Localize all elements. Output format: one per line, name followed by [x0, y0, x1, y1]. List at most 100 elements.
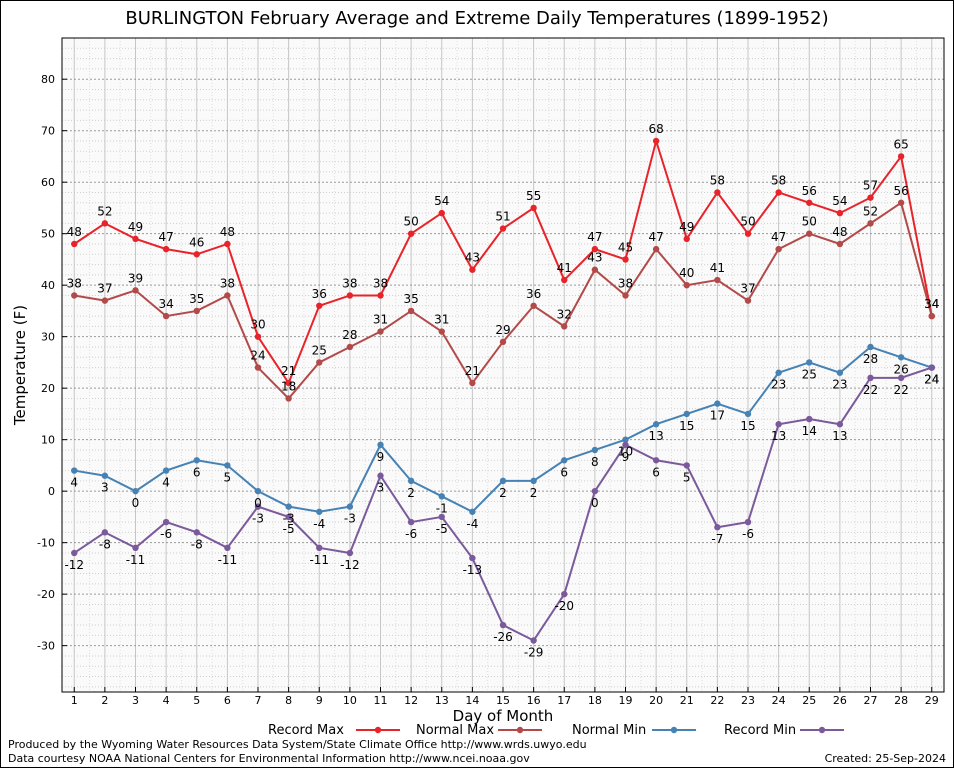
record-min-data-label: -11	[126, 553, 146, 567]
record-max-data-label: 54	[434, 194, 449, 208]
x-tick-label: 12	[404, 694, 418, 707]
normal-min-data-label: 13	[648, 429, 663, 443]
record-min-data-label: -29	[524, 646, 544, 660]
record-max-point	[285, 379, 292, 387]
normal-max-data-label: 34	[924, 297, 939, 311]
normal-min-data-label: -4	[313, 517, 325, 531]
record-max-point	[346, 292, 354, 299]
record-max-point	[132, 235, 139, 243]
normal-min-data-label: 9	[377, 450, 385, 464]
normal-max-point	[683, 281, 690, 289]
normal-min-data-label: 17	[710, 409, 725, 423]
normal-min-point	[377, 441, 384, 449]
normal-max-point	[561, 323, 568, 330]
x-tick-label: 24	[772, 694, 786, 707]
x-tick-label: 11	[374, 694, 388, 707]
x-tick-label: 19	[619, 694, 633, 707]
normal-min-point	[836, 369, 844, 376]
record-max-data-label: 58	[710, 173, 725, 187]
normal-min-point	[897, 354, 905, 361]
record-max-point	[622, 256, 629, 263]
record-min-data-label: -6	[405, 527, 417, 541]
series-layer	[71, 137, 935, 644]
normal-max-data-label: 38	[67, 276, 82, 290]
normal-min-data-label: 0	[132, 496, 140, 510]
x-tick-label: 13	[435, 694, 449, 707]
x-tick-label: 21	[680, 694, 694, 707]
normal-min-point	[316, 508, 323, 515]
legend-label-record-max: Record Max	[268, 723, 344, 738]
normal-max-point	[132, 287, 139, 294]
record-min-point	[836, 421, 844, 428]
normal-max-point	[377, 328, 384, 335]
x-tick-label: 6	[224, 694, 231, 707]
record-max-data-label: 34	[924, 297, 939, 311]
record-max-point	[101, 220, 109, 227]
x-tick-label: 23	[741, 694, 755, 707]
normal-min-point	[714, 400, 721, 407]
record-min-point	[132, 544, 139, 552]
record-max-data-label: 48	[220, 225, 235, 239]
normal-min-data-label: 23	[832, 378, 847, 392]
x-tick-label: 5	[193, 694, 200, 707]
normal-max-point	[591, 266, 599, 273]
normal-max-data-label: 35	[403, 292, 418, 306]
record-min-data-label: 6	[652, 465, 660, 479]
footer-created: Created: 25-Sep-2024	[824, 752, 946, 765]
legend-marker-record-max	[374, 726, 382, 734]
y-tick-label: -30	[37, 640, 55, 653]
normal-max-data-label: 31	[373, 313, 388, 327]
record-min-point	[285, 513, 292, 521]
legend-marker-normal-min	[670, 726, 678, 734]
normal-max-point	[438, 328, 445, 335]
y-tick-label: 60	[41, 176, 55, 189]
x-tick-label: 22	[710, 694, 724, 707]
normal-min-data-label: 6	[560, 465, 568, 479]
record-min-point	[101, 529, 109, 536]
normal-min-data-label: 6	[193, 465, 201, 479]
normal-max-point	[806, 230, 813, 237]
record-min-point	[744, 518, 752, 526]
record-min-data-label: -11	[309, 553, 329, 567]
normal-max-data-label: 21	[465, 364, 480, 378]
record-max-data-label: 51	[495, 210, 510, 224]
x-tick-label: 9	[316, 694, 323, 707]
record-max-point	[561, 276, 568, 284]
normal-max-point	[71, 292, 78, 299]
normal-max-data-label: 37	[740, 282, 755, 296]
record-min-data-label: -7	[711, 532, 723, 546]
record-min-data-label: -8	[99, 537, 111, 551]
x-tick-label: 4	[163, 694, 170, 707]
normal-min-data-label: 4	[162, 476, 170, 490]
footer-courtesy: Data courtesy NOAA National Centers for …	[8, 752, 530, 765]
normal-max-point	[254, 364, 262, 371]
normal-min-data-label: 2	[499, 486, 507, 500]
normal-min-point	[622, 436, 629, 443]
record-min-point	[377, 472, 384, 479]
record-min-point	[714, 524, 721, 531]
record-min-point	[652, 457, 660, 464]
record-min-point	[622, 441, 629, 449]
normal-min-point	[499, 477, 507, 485]
record-min-point	[499, 621, 507, 629]
normal-max-data-label: 28	[342, 328, 357, 342]
normal-max-point	[407, 307, 415, 315]
record-min-point	[683, 462, 690, 469]
record-min-data-label: 13	[832, 429, 847, 443]
record-max-point	[836, 209, 844, 217]
record-max-point	[316, 302, 323, 309]
normal-min-data-label: 26	[893, 362, 908, 376]
normal-min-data-label: -1	[436, 501, 448, 515]
record-max-data-label: 68	[648, 122, 663, 136]
record-max-data-label: 52	[97, 204, 112, 218]
record-max-data-label: 41	[557, 261, 572, 275]
record-min-data-label: -6	[160, 527, 172, 541]
record-max-data-label: 38	[373, 276, 388, 290]
normal-min-data-label: 8	[591, 455, 599, 469]
normal-max-data-label: 38	[618, 276, 633, 290]
normal-min-data-label: 23	[771, 378, 786, 392]
record-max-data-label: 21	[281, 364, 296, 378]
normal-max-point	[744, 297, 752, 304]
record-max-point	[591, 245, 599, 253]
normal-min-point	[346, 503, 354, 510]
